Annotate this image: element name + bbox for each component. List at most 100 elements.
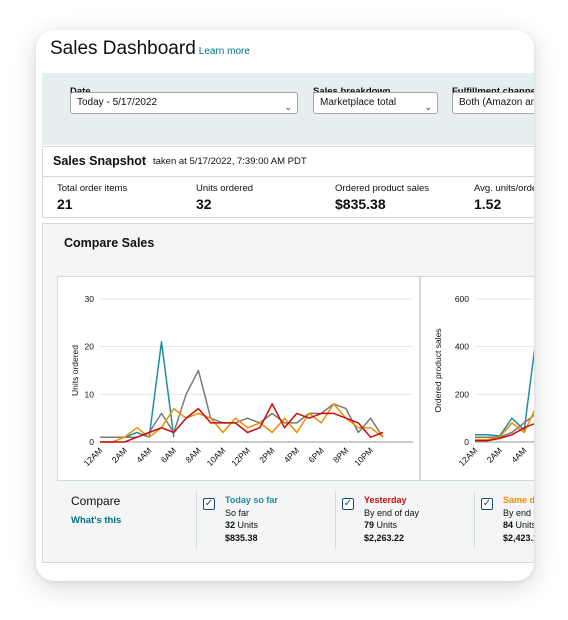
y-tick-label: 0	[464, 437, 469, 447]
date-select[interactable]: Today - 5/17/2022 ⌄	[70, 92, 298, 114]
x-tick-label: 4PM	[282, 445, 301, 464]
chevron-down-icon: ⌄	[284, 102, 292, 112]
x-tick-label: 10AM	[205, 445, 228, 468]
units-ordered-chart: Units ordered 0 10 20 30 12AM 2AM 4AM 6AM 8AM 10AM…	[70, 294, 413, 468]
series-line-last_week	[100, 403, 384, 443]
checkbox-last-week[interactable]: ✓	[481, 498, 493, 510]
fulfillment-filter-label: Fulfillment channel	[452, 86, 534, 97]
compare-item-yesterday[interactable]: ✓ Yesterday By end of day 79 Units $2,26…	[335, 492, 474, 548]
x-tick-label: 4AM	[509, 445, 528, 464]
x-tick-label: 12AM	[82, 445, 105, 468]
compare-item-details: Today so far So far 32 Units $835.38	[225, 494, 278, 544]
sales-chart-box: Ordered product sales 0 200 400 600 12AM 2AM 4A…	[420, 276, 534, 481]
series-line-last_year	[475, 414, 534, 438]
y-tick-label: 10	[85, 389, 95, 399]
filter-bar: Date Today - 5/17/2022 ⌄ Sales breakdown…	[42, 73, 534, 145]
compare-item-period: By end of day	[503, 507, 534, 518]
metric-avg-units-per-order: Avg. units/order 1.52	[474, 183, 534, 212]
x-tick-label: 8PM	[331, 445, 350, 464]
fulfillment-select[interactable]: Both (Amazon and	[452, 92, 534, 114]
breakdown-select-value: Marketplace total	[320, 97, 397, 108]
metric-label: Units ordered	[196, 183, 254, 194]
series-line-today	[475, 348, 534, 437]
metric-value: 32	[196, 196, 212, 212]
checkbox-today[interactable]: ✓	[203, 498, 215, 510]
compare-title: Compare	[71, 494, 121, 508]
y-axis-label: Units ordered	[70, 345, 80, 396]
x-tick-label: 12PM	[229, 445, 252, 468]
series-line-last_week	[475, 409, 534, 441]
y-tick-label: 0	[89, 437, 94, 447]
dashboard-card: Sales Dashboard Learn more Date Today - …	[36, 30, 534, 581]
compare-item-name: Yesterday	[364, 495, 407, 505]
y-tick-label: 400	[455, 342, 469, 352]
compare-item-today[interactable]: ✓ Today so far So far 32 Units $835.38	[196, 492, 335, 548]
date-filter: Date	[70, 86, 91, 97]
compare-sales-title: Compare Sales	[64, 236, 155, 250]
series-line-yesterday	[475, 423, 534, 442]
compare-item-sales: $835.38	[225, 532, 258, 543]
units-value: 84	[503, 520, 514, 530]
compare-item-sales: $2,263.22	[364, 532, 405, 543]
y-tick-label: 30	[85, 294, 95, 304]
x-tick-label: 12AM	[457, 445, 480, 468]
x-tick-label: 2PM	[257, 445, 276, 464]
compare-item-period: By end of day	[364, 507, 420, 518]
chevron-down-icon: ⌄	[424, 102, 432, 112]
fulfillment-select-value: Both (Amazon and	[459, 97, 534, 108]
compare-item-sales: $2,423.16	[503, 532, 534, 543]
units-value: 79	[364, 520, 375, 530]
checkbox-yesterday[interactable]: ✓	[342, 498, 354, 510]
snapshot-title: Sales Snapshot	[53, 154, 147, 168]
page-title: Sales Dashboard	[50, 38, 196, 59]
compare-item-units: 32 Units	[225, 519, 278, 532]
compare-item-units: 79 Units	[364, 519, 419, 532]
sales-snapshot: Sales Snapshot taken at 5/17/2022, 7:39:…	[42, 146, 534, 218]
y-tick-label: 600	[455, 294, 469, 304]
learn-more-link[interactable]: Learn more	[198, 46, 250, 57]
breakdown-filter-label: Sales breakdown	[313, 86, 391, 97]
y-axis-label: Ordered product sales	[433, 328, 443, 412]
compare-item-last-week[interactable]: ✓ Same day last week By end of day 84 Un…	[474, 492, 534, 548]
date-select-value: Today - 5/17/2022	[77, 97, 158, 108]
metric-units-ordered: Units ordered 32	[196, 183, 253, 212]
x-tick-label: 2AM	[485, 445, 504, 464]
metric-value: 21	[57, 196, 73, 212]
series-line-today	[100, 341, 175, 438]
metric-value: $835.38	[335, 196, 386, 212]
series-line-yesterday	[100, 403, 384, 443]
metric-label: Total order items	[57, 183, 128, 194]
x-tick-label: 6AM	[159, 445, 178, 464]
date-filter-label: Date	[70, 86, 91, 97]
whats-this-link[interactable]: What's this	[71, 515, 122, 526]
metric-total-order-items: Total order items 21	[57, 183, 127, 212]
x-tick-label: 8AM	[183, 445, 202, 464]
y-tick-label: 20	[85, 342, 95, 352]
compare-item-name: Same day last week	[503, 495, 534, 505]
fulfillment-filter: Fulfillment channel	[452, 86, 534, 97]
x-tick-label: 6PM	[306, 445, 325, 464]
metric-value: 1.52	[474, 196, 502, 212]
compare-item-units: 84 Units	[503, 519, 534, 532]
units-chart-box: Units ordered 0 10 20 30 12AM 2AM 4AM 6AM 8AM 10AM…	[57, 276, 420, 481]
x-tick-label: 2AM	[110, 445, 129, 464]
compare-item-name: Today so far	[225, 495, 278, 505]
breakdown-filter: Sales breakdown	[313, 86, 391, 97]
x-tick-label: 4AM	[134, 445, 153, 464]
units-label: Units	[515, 520, 534, 530]
breakdown-select[interactable]: Marketplace total ⌄	[313, 92, 438, 114]
product-sales-chart: Ordered product sales 0 200 400 600 12AM 2AM 4A…	[433, 294, 534, 468]
compare-item-period: So far	[225, 507, 250, 518]
compare-sales-panel: Compare Sales Units ordered 0 10 20 30 12AM 2A…	[42, 223, 534, 563]
compare-item-details: Same day last week By end of day 84 Unit…	[503, 494, 534, 544]
metric-label: Avg. units/order	[474, 183, 534, 194]
units-label: Units	[376, 520, 398, 530]
metric-ordered-product-sales: Ordered product sales $835.38	[335, 183, 429, 212]
units-value: 32	[225, 520, 236, 530]
y-tick-label: 200	[455, 389, 469, 399]
x-tick-label: 10PM	[352, 445, 375, 468]
compare-item-details: Yesterday By end of day 79 Units $2,263.…	[364, 494, 419, 544]
snapshot-header: Sales Snapshot taken at 5/17/2022, 7:39:…	[43, 147, 534, 177]
snapshot-timestamp: taken at 5/17/2022, 7:39:00 AM PDT	[153, 156, 307, 167]
dashboard-header: Sales Dashboard Learn more	[50, 38, 250, 60]
